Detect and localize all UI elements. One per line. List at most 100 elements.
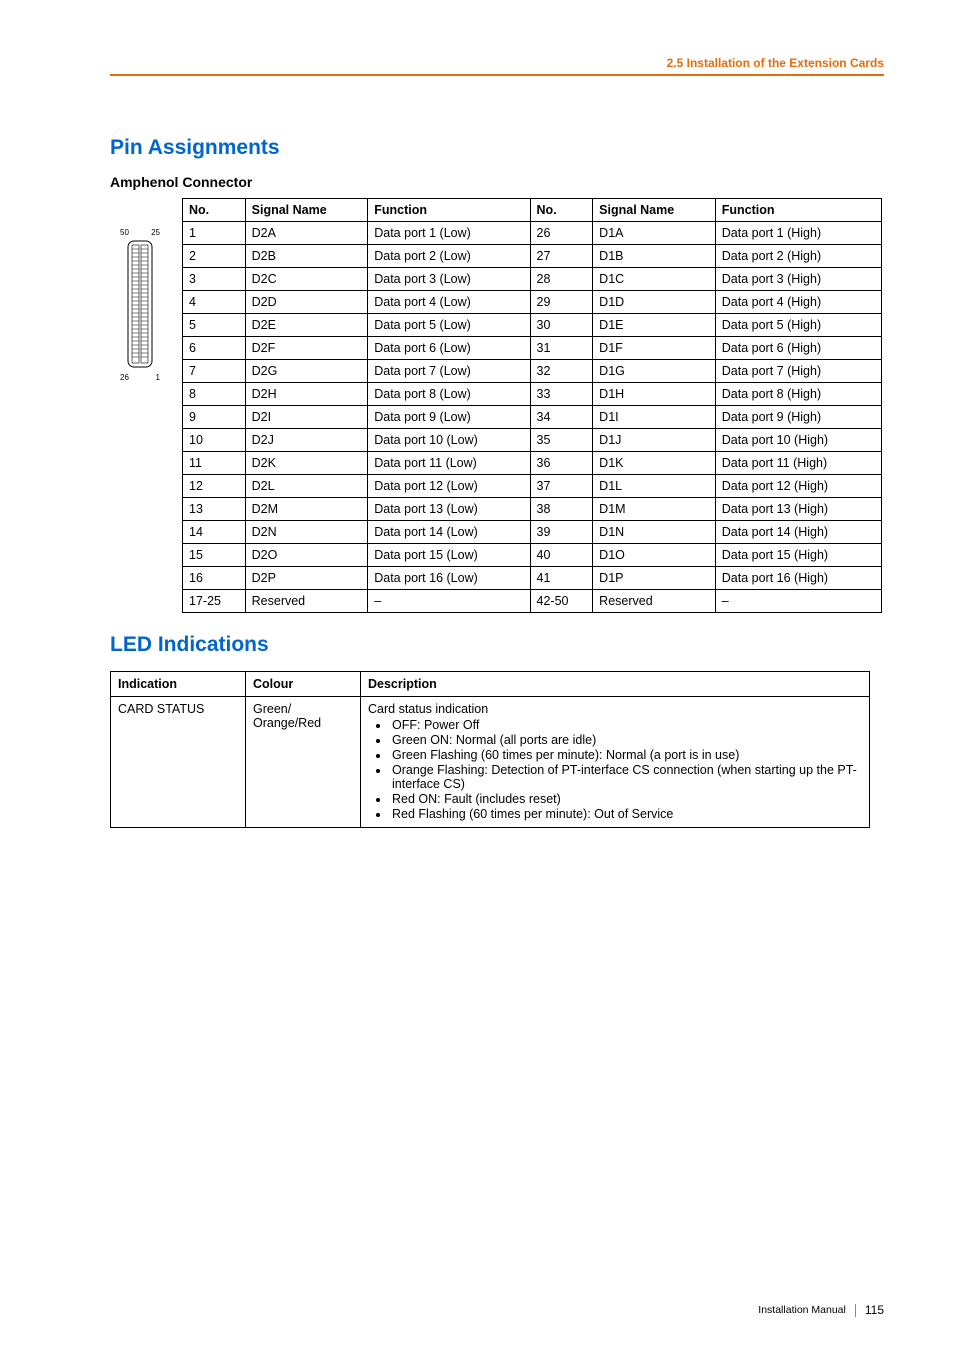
cell: Data port 15 (Low) bbox=[368, 544, 530, 567]
cell: 27 bbox=[530, 245, 593, 268]
connector-label-bl: 26 bbox=[120, 373, 129, 382]
cell: Data port 8 (Low) bbox=[368, 383, 530, 406]
cell: D2G bbox=[245, 360, 368, 383]
sub-title-amphenol: Amphenol Connector bbox=[110, 174, 884, 190]
cell: 34 bbox=[530, 406, 593, 429]
table-row: 8D2HData port 8 (Low)33D1HData port 8 (H… bbox=[183, 383, 882, 406]
cell: 33 bbox=[530, 383, 593, 406]
cell: Data port 6 (Low) bbox=[368, 337, 530, 360]
section-title-pin: Pin Assignments bbox=[110, 136, 884, 160]
cell: 29 bbox=[530, 291, 593, 314]
cell: 35 bbox=[530, 429, 593, 452]
table-row: 4D2DData port 4 (Low)29D1DData port 4 (H… bbox=[183, 291, 882, 314]
cell: 3 bbox=[183, 268, 246, 291]
cell: 4 bbox=[183, 291, 246, 314]
list-item: Red Flashing (60 times per minute): Out … bbox=[390, 807, 862, 821]
cell: 39 bbox=[530, 521, 593, 544]
col-indication: Indication bbox=[111, 672, 246, 697]
cell: 6 bbox=[183, 337, 246, 360]
cell: Data port 3 (High) bbox=[715, 268, 881, 291]
cell: 5 bbox=[183, 314, 246, 337]
cell: Data port 11 (High) bbox=[715, 452, 881, 475]
col-signal-1: Signal Name bbox=[245, 199, 368, 222]
table-row: 3D2CData port 3 (Low)28D1CData port 3 (H… bbox=[183, 268, 882, 291]
footer-label: Installation Manual bbox=[758, 1304, 846, 1316]
table-row: 5D2EData port 5 (Low)30D1EData port 5 (H… bbox=[183, 314, 882, 337]
cell: D2J bbox=[245, 429, 368, 452]
cell: Data port 16 (Low) bbox=[368, 567, 530, 590]
cell: D1G bbox=[593, 360, 716, 383]
cell: Data port 6 (High) bbox=[715, 337, 881, 360]
list-item: Red ON: Fault (includes reset) bbox=[390, 792, 862, 806]
cell: D2N bbox=[245, 521, 368, 544]
cell: D2B bbox=[245, 245, 368, 268]
cell: D2C bbox=[245, 268, 368, 291]
cell: 1 bbox=[183, 222, 246, 245]
cell: D2L bbox=[245, 475, 368, 498]
connector-bottom-labels: 26 1 bbox=[120, 373, 160, 382]
col-colour: Colour bbox=[246, 672, 361, 697]
cell: Data port 12 (High) bbox=[715, 475, 881, 498]
footer-separator bbox=[855, 1304, 856, 1317]
connector-label-tr: 25 bbox=[151, 228, 160, 237]
table-row: 15D2OData port 15 (Low)40D1OData port 15… bbox=[183, 544, 882, 567]
cell: 41 bbox=[530, 567, 593, 590]
list-item: Green Flashing (60 times per minute): No… bbox=[390, 748, 862, 762]
cell: D1F bbox=[593, 337, 716, 360]
cell: D1N bbox=[593, 521, 716, 544]
cell: D2F bbox=[245, 337, 368, 360]
cell: Data port 3 (Low) bbox=[368, 268, 530, 291]
cell: D1I bbox=[593, 406, 716, 429]
cell: 17-25 bbox=[183, 590, 246, 613]
cell: 36 bbox=[530, 452, 593, 475]
cell: Data port 2 (Low) bbox=[368, 245, 530, 268]
cell: 9 bbox=[183, 406, 246, 429]
table-row: 11D2KData port 11 (Low)36D1KData port 11… bbox=[183, 452, 882, 475]
list-item: Orange Flashing: Detection of PT-interfa… bbox=[390, 763, 862, 791]
table-header-row: Indication Colour Description bbox=[111, 672, 870, 697]
cell: D1M bbox=[593, 498, 716, 521]
cell: Data port 15 (High) bbox=[715, 544, 881, 567]
connector-diagram: 50 25 bbox=[110, 198, 170, 382]
cell: D1H bbox=[593, 383, 716, 406]
list-item: Green ON: Normal (all ports are idle) bbox=[390, 733, 862, 747]
section-title-led: LED Indications bbox=[110, 633, 884, 657]
table-row: 16D2PData port 16 (Low)41D1PData port 16… bbox=[183, 567, 882, 590]
table-row: 9D2IData port 9 (Low)34D1IData port 9 (H… bbox=[183, 406, 882, 429]
cell: D2A bbox=[245, 222, 368, 245]
colour-line2: Orange/Red bbox=[253, 716, 321, 730]
table-row: 7D2GData port 7 (Low)32D1GData port 7 (H… bbox=[183, 360, 882, 383]
cell: D2D bbox=[245, 291, 368, 314]
cell: D1P bbox=[593, 567, 716, 590]
cell: Data port 1 (High) bbox=[715, 222, 881, 245]
breadcrumb: 2.5 Installation of the Extension Cards bbox=[110, 56, 884, 74]
cell: Data port 8 (High) bbox=[715, 383, 881, 406]
cell: 26 bbox=[530, 222, 593, 245]
cell: 28 bbox=[530, 268, 593, 291]
cell: Reserved bbox=[245, 590, 368, 613]
table-row: CARD STATUS Green/ Orange/Red Card statu… bbox=[111, 697, 870, 828]
cell-colour: Green/ Orange/Red bbox=[246, 697, 361, 828]
cell: Data port 5 (Low) bbox=[368, 314, 530, 337]
connector-label-br: 1 bbox=[156, 373, 160, 382]
col-description: Description bbox=[361, 672, 870, 697]
col-no-1: No. bbox=[183, 199, 246, 222]
cell: D1J bbox=[593, 429, 716, 452]
cell: D2K bbox=[245, 452, 368, 475]
cell: 7 bbox=[183, 360, 246, 383]
table-row: 12D2LData port 12 (Low)37D1LData port 12… bbox=[183, 475, 882, 498]
cell: Data port 13 (Low) bbox=[368, 498, 530, 521]
cell: 14 bbox=[183, 521, 246, 544]
page-header: 2.5 Installation of the Extension Cards bbox=[110, 0, 884, 76]
cell: D1A bbox=[593, 222, 716, 245]
cell: – bbox=[715, 590, 881, 613]
cell: D1K bbox=[593, 452, 716, 475]
cell: 37 bbox=[530, 475, 593, 498]
header-rule bbox=[110, 74, 884, 76]
table-header-row: No. Signal Name Function No. Signal Name… bbox=[183, 199, 882, 222]
cell: Data port 10 (Low) bbox=[368, 429, 530, 452]
cell: D2E bbox=[245, 314, 368, 337]
footer-page-number: 115 bbox=[865, 1303, 884, 1317]
cell: Data port 4 (Low) bbox=[368, 291, 530, 314]
pin-assignments-block: 50 25 bbox=[110, 198, 884, 613]
